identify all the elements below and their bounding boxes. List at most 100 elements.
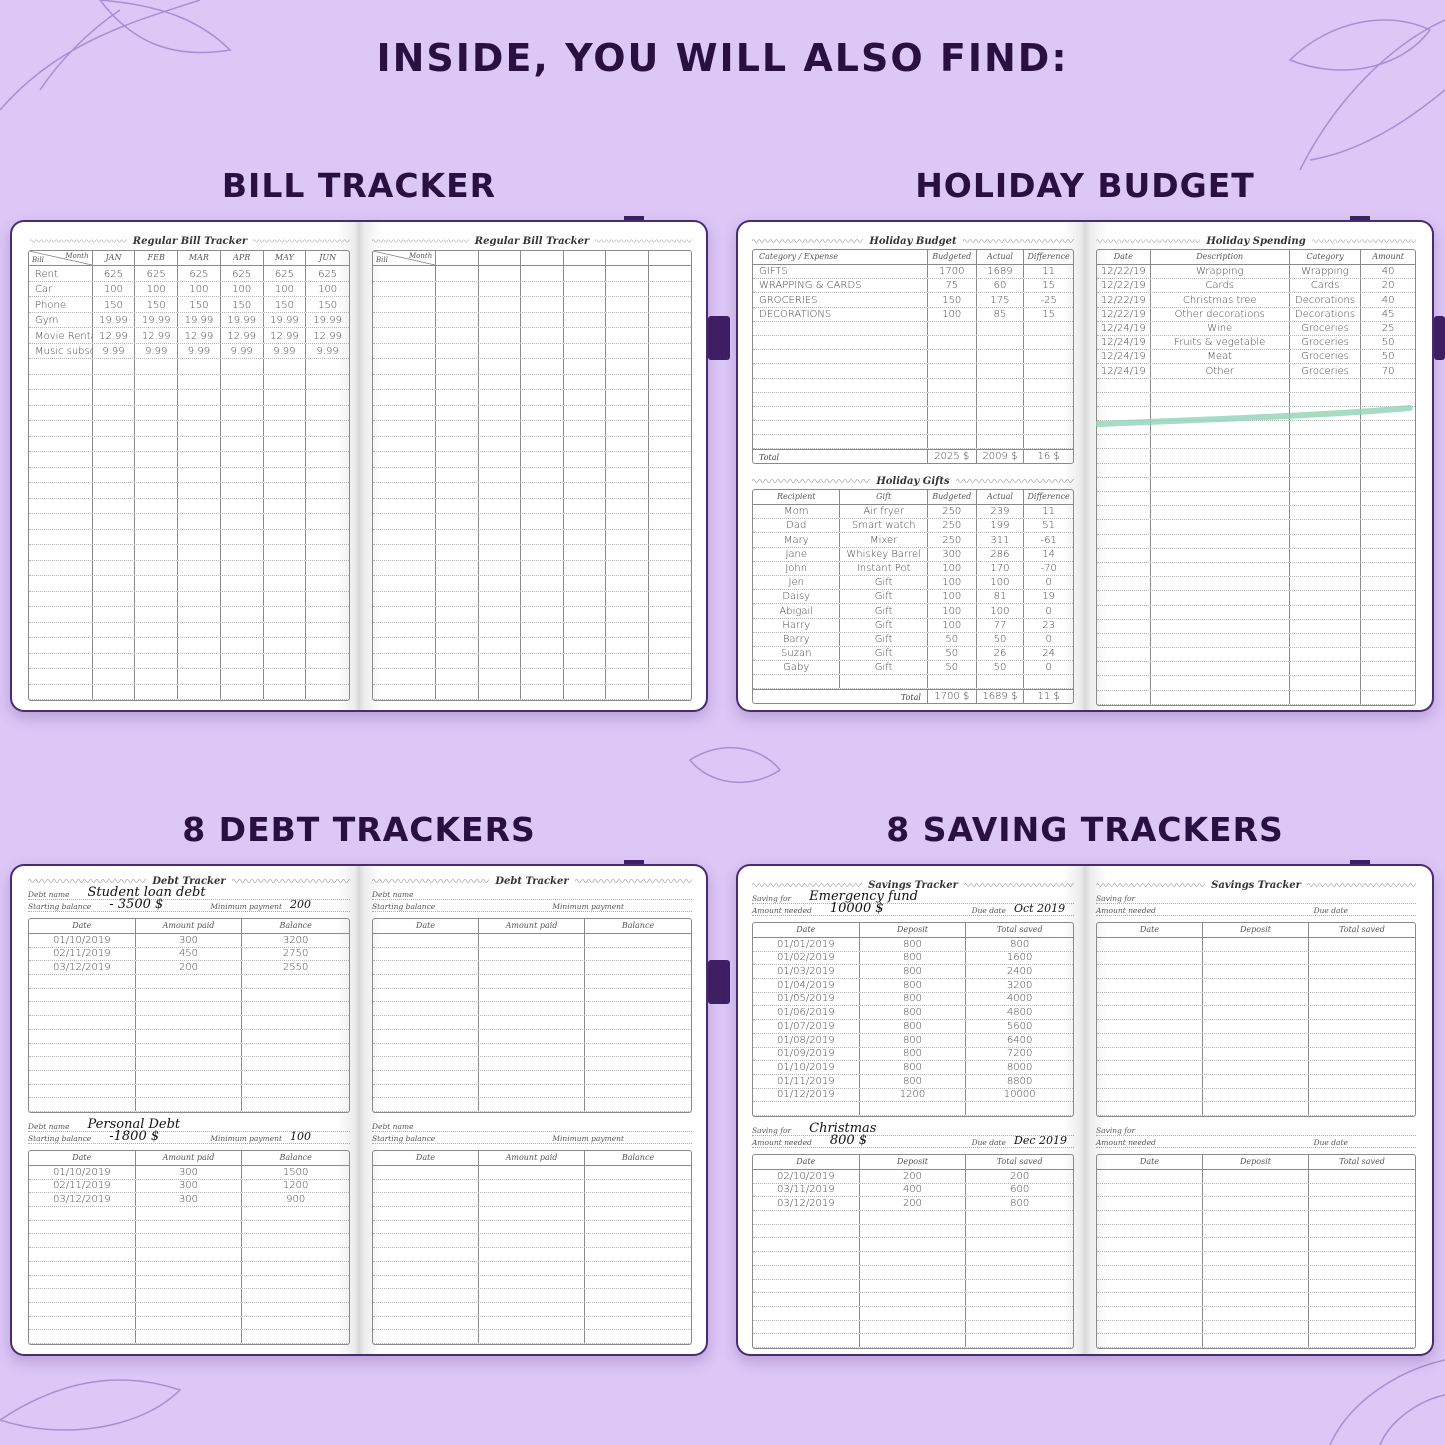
table-cell[interactable] bbox=[585, 1289, 691, 1302]
table-cell[interactable] bbox=[221, 405, 264, 420]
table-cell[interactable] bbox=[606, 529, 649, 544]
table-cell[interactable] bbox=[753, 392, 928, 406]
table-cell[interactable]: GROCERIES bbox=[753, 293, 928, 307]
table-cell[interactable]: 03/12/2019 bbox=[753, 1197, 860, 1211]
table-cell[interactable] bbox=[136, 1098, 243, 1111]
table-cell[interactable]: Daisy bbox=[753, 590, 841, 604]
table-cell[interactable] bbox=[242, 1098, 349, 1111]
table-cell[interactable] bbox=[93, 607, 136, 622]
table-cell[interactable]: Meat bbox=[1151, 350, 1290, 364]
table-cell[interactable] bbox=[966, 1307, 1073, 1320]
table-cell[interactable] bbox=[649, 545, 691, 560]
table-cell[interactable]: 60 bbox=[977, 279, 1025, 293]
table-cell[interactable]: Decorations bbox=[1290, 307, 1362, 321]
table-cell[interactable]: 40 bbox=[1381, 294, 1395, 306]
table-cell[interactable] bbox=[564, 328, 607, 343]
table-cell[interactable] bbox=[977, 675, 1025, 689]
table-cell[interactable] bbox=[479, 1084, 585, 1098]
table-cell[interactable] bbox=[1361, 691, 1415, 704]
table-cell[interactable] bbox=[93, 498, 136, 513]
table-cell[interactable] bbox=[242, 1221, 349, 1234]
table-cell[interactable] bbox=[479, 281, 522, 296]
table-cell[interactable] bbox=[373, 1098, 479, 1111]
table-cell[interactable] bbox=[306, 452, 349, 467]
table-cell[interactable] bbox=[136, 1275, 243, 1289]
table-cell[interactable] bbox=[585, 1071, 691, 1084]
table-cell[interactable] bbox=[860, 1211, 967, 1224]
table-cell[interactable] bbox=[373, 947, 479, 961]
table-cell[interactable] bbox=[306, 514, 349, 529]
table-cell[interactable] bbox=[1203, 1074, 1309, 1088]
table-cell[interactable] bbox=[1151, 378, 1290, 392]
table-cell[interactable]: Groceries bbox=[1290, 335, 1362, 350]
table-cell[interactable]: 12.99 bbox=[264, 328, 307, 343]
table-cell[interactable] bbox=[1290, 421, 1362, 435]
table-cell[interactable] bbox=[1024, 379, 1073, 392]
table-cell[interactable] bbox=[479, 452, 522, 467]
table-cell[interactable] bbox=[1151, 421, 1290, 435]
table-cell[interactable] bbox=[521, 343, 564, 358]
table-cell[interactable] bbox=[521, 266, 564, 281]
field-value[interactable]: Oct 2019 bbox=[1014, 902, 1066, 915]
table-cell[interactable]: 12.99 bbox=[221, 328, 264, 343]
table-cell[interactable]: 800 bbox=[860, 1061, 967, 1074]
table-cell[interactable]: 01/11/2019 bbox=[753, 1074, 860, 1088]
table-cell[interactable] bbox=[178, 421, 221, 436]
table-cell[interactable] bbox=[479, 988, 585, 1002]
table-cell[interactable] bbox=[373, 467, 437, 482]
table-cell[interactable] bbox=[242, 1289, 349, 1302]
table-cell[interactable] bbox=[1203, 1306, 1309, 1320]
table-cell[interactable]: 625 bbox=[178, 266, 221, 281]
table-cell[interactable] bbox=[649, 685, 691, 700]
table-cell[interactable] bbox=[521, 328, 564, 343]
table-cell[interactable] bbox=[178, 684, 221, 699]
field-value[interactable]: 200 bbox=[290, 898, 311, 911]
table-cell[interactable] bbox=[1097, 965, 1203, 979]
table-cell[interactable] bbox=[1097, 662, 1151, 676]
table-cell[interactable] bbox=[1151, 506, 1290, 520]
table-cell[interactable] bbox=[649, 437, 691, 452]
table-cell[interactable] bbox=[436, 467, 479, 482]
table-cell[interactable] bbox=[521, 514, 564, 529]
table-cell[interactable]: 01/12/2019 bbox=[753, 1088, 860, 1102]
table-cell[interactable] bbox=[479, 1002, 585, 1016]
table-cell[interactable] bbox=[436, 436, 479, 451]
table-cell[interactable] bbox=[1361, 634, 1415, 647]
table-cell[interactable] bbox=[479, 390, 522, 405]
table-cell[interactable] bbox=[1203, 1320, 1309, 1334]
field-value[interactable]: -1800 $ bbox=[109, 1129, 160, 1144]
table-cell[interactable] bbox=[977, 435, 1025, 449]
table-cell[interactable] bbox=[753, 1265, 860, 1279]
table-cell[interactable]: 20 bbox=[1381, 280, 1395, 292]
table-cell[interactable] bbox=[264, 452, 307, 467]
table-cell[interactable]: 9.99 bbox=[93, 343, 136, 358]
table-cell[interactable] bbox=[1024, 435, 1073, 448]
table-cell[interactable] bbox=[135, 669, 179, 684]
table-cell[interactable] bbox=[135, 498, 179, 513]
table-cell[interactable]: 9.99 bbox=[135, 343, 179, 358]
table-cell[interactable] bbox=[306, 607, 349, 622]
table-cell[interactable] bbox=[1309, 965, 1415, 978]
table-cell[interactable] bbox=[860, 1102, 967, 1115]
table-cell[interactable] bbox=[1309, 1102, 1415, 1115]
table-cell[interactable] bbox=[1097, 1279, 1203, 1293]
table-cell[interactable] bbox=[29, 1275, 136, 1289]
table-cell[interactable] bbox=[1290, 378, 1362, 392]
table-cell[interactable] bbox=[1290, 605, 1362, 619]
table-cell[interactable]: 23 bbox=[1042, 619, 1056, 631]
table-cell[interactable]: 100 bbox=[221, 281, 264, 296]
table-cell[interactable]: Gift bbox=[840, 661, 928, 675]
table-cell[interactable] bbox=[1024, 675, 1073, 688]
table-cell[interactable]: 12.99 bbox=[135, 328, 179, 343]
table-cell[interactable] bbox=[1097, 1238, 1203, 1252]
table-cell[interactable] bbox=[29, 591, 93, 606]
table-cell[interactable]: Music subscription bbox=[29, 343, 93, 358]
table-cell[interactable] bbox=[1097, 648, 1151, 662]
table-cell[interactable] bbox=[29, 1098, 136, 1111]
table-cell[interactable]: 100 bbox=[928, 604, 977, 618]
table-cell[interactable]: 01/02/2019 bbox=[753, 951, 860, 965]
table-cell[interactable]: 0 bbox=[1045, 577, 1052, 589]
table-cell[interactable] bbox=[977, 335, 1025, 350]
table-cell[interactable] bbox=[221, 452, 264, 467]
table-cell[interactable]: 02/11/2019 bbox=[29, 1179, 136, 1193]
